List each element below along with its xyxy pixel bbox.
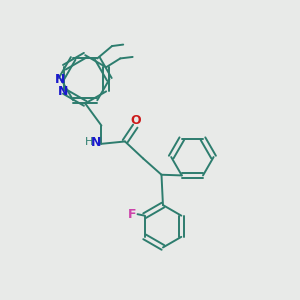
Text: O: O <box>131 114 142 127</box>
Text: N: N <box>91 136 101 149</box>
Text: N: N <box>58 85 68 98</box>
Text: F: F <box>128 208 136 221</box>
Text: N: N <box>55 73 66 86</box>
Text: H: H <box>85 137 93 147</box>
